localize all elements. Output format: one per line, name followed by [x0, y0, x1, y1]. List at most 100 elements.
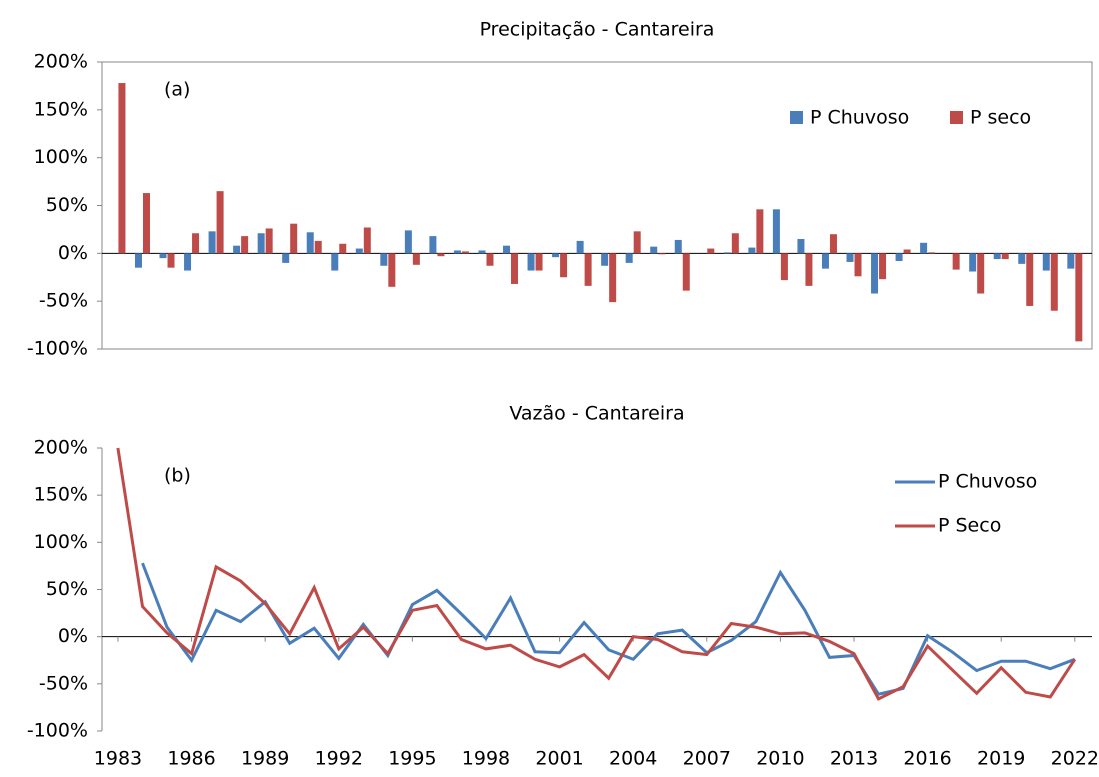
bar	[1075, 253, 1083, 342]
bar	[560, 253, 568, 278]
bar	[412, 253, 420, 265]
legend-swatch	[950, 111, 963, 124]
bar	[331, 253, 339, 271]
bar	[437, 253, 445, 257]
bar	[167, 253, 175, 268]
bar	[461, 251, 469, 254]
bar	[282, 253, 290, 263]
bar	[1018, 253, 1026, 264]
bar	[658, 253, 666, 255]
bar	[535, 253, 543, 271]
y-tick-label: -100%	[27, 338, 88, 360]
bar	[772, 209, 780, 254]
bar	[731, 233, 739, 254]
annotation: (b)	[164, 465, 191, 487]
bar	[952, 253, 960, 270]
bar	[486, 253, 494, 266]
bar	[650, 246, 658, 254]
bar	[552, 253, 560, 258]
bar	[920, 242, 928, 254]
plot-frame	[101, 61, 1093, 350]
x-tick-label: 2007	[683, 748, 731, 770]
chart-title: Vazão - Cantareira	[509, 403, 684, 425]
x-tick-label: 2016	[903, 748, 951, 770]
x-tick-label: 1986	[167, 748, 215, 770]
bar	[527, 253, 535, 271]
legend-label: P Chuvoso	[810, 107, 909, 129]
bar	[707, 248, 715, 254]
bar	[233, 245, 241, 254]
y-tick-label: 0%	[58, 242, 88, 264]
bar	[1001, 253, 1009, 260]
bar	[879, 253, 887, 280]
bar	[511, 253, 519, 284]
bar	[821, 253, 829, 269]
y-tick-label: 100%	[34, 531, 88, 553]
y-tick-label: 100%	[34, 146, 88, 168]
bar	[601, 253, 609, 266]
bar	[404, 230, 412, 254]
bar	[625, 253, 633, 263]
bar	[265, 228, 273, 254]
bar	[829, 234, 837, 254]
bar	[453, 250, 461, 254]
y-tick-label: -50%	[39, 290, 88, 312]
bar	[314, 240, 322, 254]
annotation: (a)	[164, 79, 190, 101]
bar	[846, 253, 854, 262]
bar	[969, 253, 977, 272]
bar	[895, 253, 903, 261]
x-tick-label: 1983	[94, 748, 142, 770]
bar	[142, 193, 150, 254]
bar	[363, 227, 371, 254]
x-tick-label: 2013	[830, 748, 878, 770]
legend-label: P Chuvoso	[938, 471, 1037, 493]
bar	[208, 231, 216, 254]
y-tick-label: 150%	[34, 484, 88, 506]
x-tick-label: 2001	[535, 748, 583, 770]
line	[141, 562, 1076, 696]
bar	[682, 253, 690, 291]
bar	[216, 191, 224, 254]
bar	[609, 253, 617, 303]
bar	[257, 233, 265, 254]
x-tick-label: 2019	[977, 748, 1025, 770]
bar	[355, 248, 363, 254]
bar	[748, 247, 756, 254]
bar	[903, 249, 911, 254]
x-tick-label: 1992	[315, 748, 363, 770]
bar	[478, 250, 486, 254]
legend-label: P seco	[970, 107, 1031, 129]
x-tick-label: 2010	[756, 748, 804, 770]
bar	[756, 209, 764, 254]
x-tick-label: 1998	[462, 748, 510, 770]
x-tick-label: 1995	[388, 748, 436, 770]
chart-title: Precipitação - Cantareira	[480, 19, 715, 41]
bar	[1067, 253, 1075, 269]
bar	[633, 231, 641, 254]
bar	[184, 253, 192, 271]
legend-swatch	[790, 111, 803, 124]
bar	[118, 83, 126, 254]
y-tick-label: 0%	[58, 625, 88, 647]
bar	[797, 238, 805, 254]
x-tick-label: 2004	[609, 748, 657, 770]
bar	[723, 252, 731, 254]
bar	[780, 253, 788, 281]
bar	[977, 253, 985, 294]
bar	[290, 223, 298, 254]
bar	[674, 239, 682, 254]
bar	[928, 252, 936, 254]
y-tick-label: 200%	[34, 437, 88, 459]
bar	[192, 233, 200, 254]
bar	[503, 245, 511, 254]
bar	[380, 253, 388, 266]
bar	[429, 236, 437, 254]
bar	[159, 253, 167, 259]
legend-label: P Seco	[938, 515, 1001, 537]
y-tick-label: 200%	[34, 51, 88, 73]
bar	[805, 253, 813, 286]
x-tick-label: 2022	[1051, 748, 1099, 770]
bar	[1042, 253, 1050, 271]
